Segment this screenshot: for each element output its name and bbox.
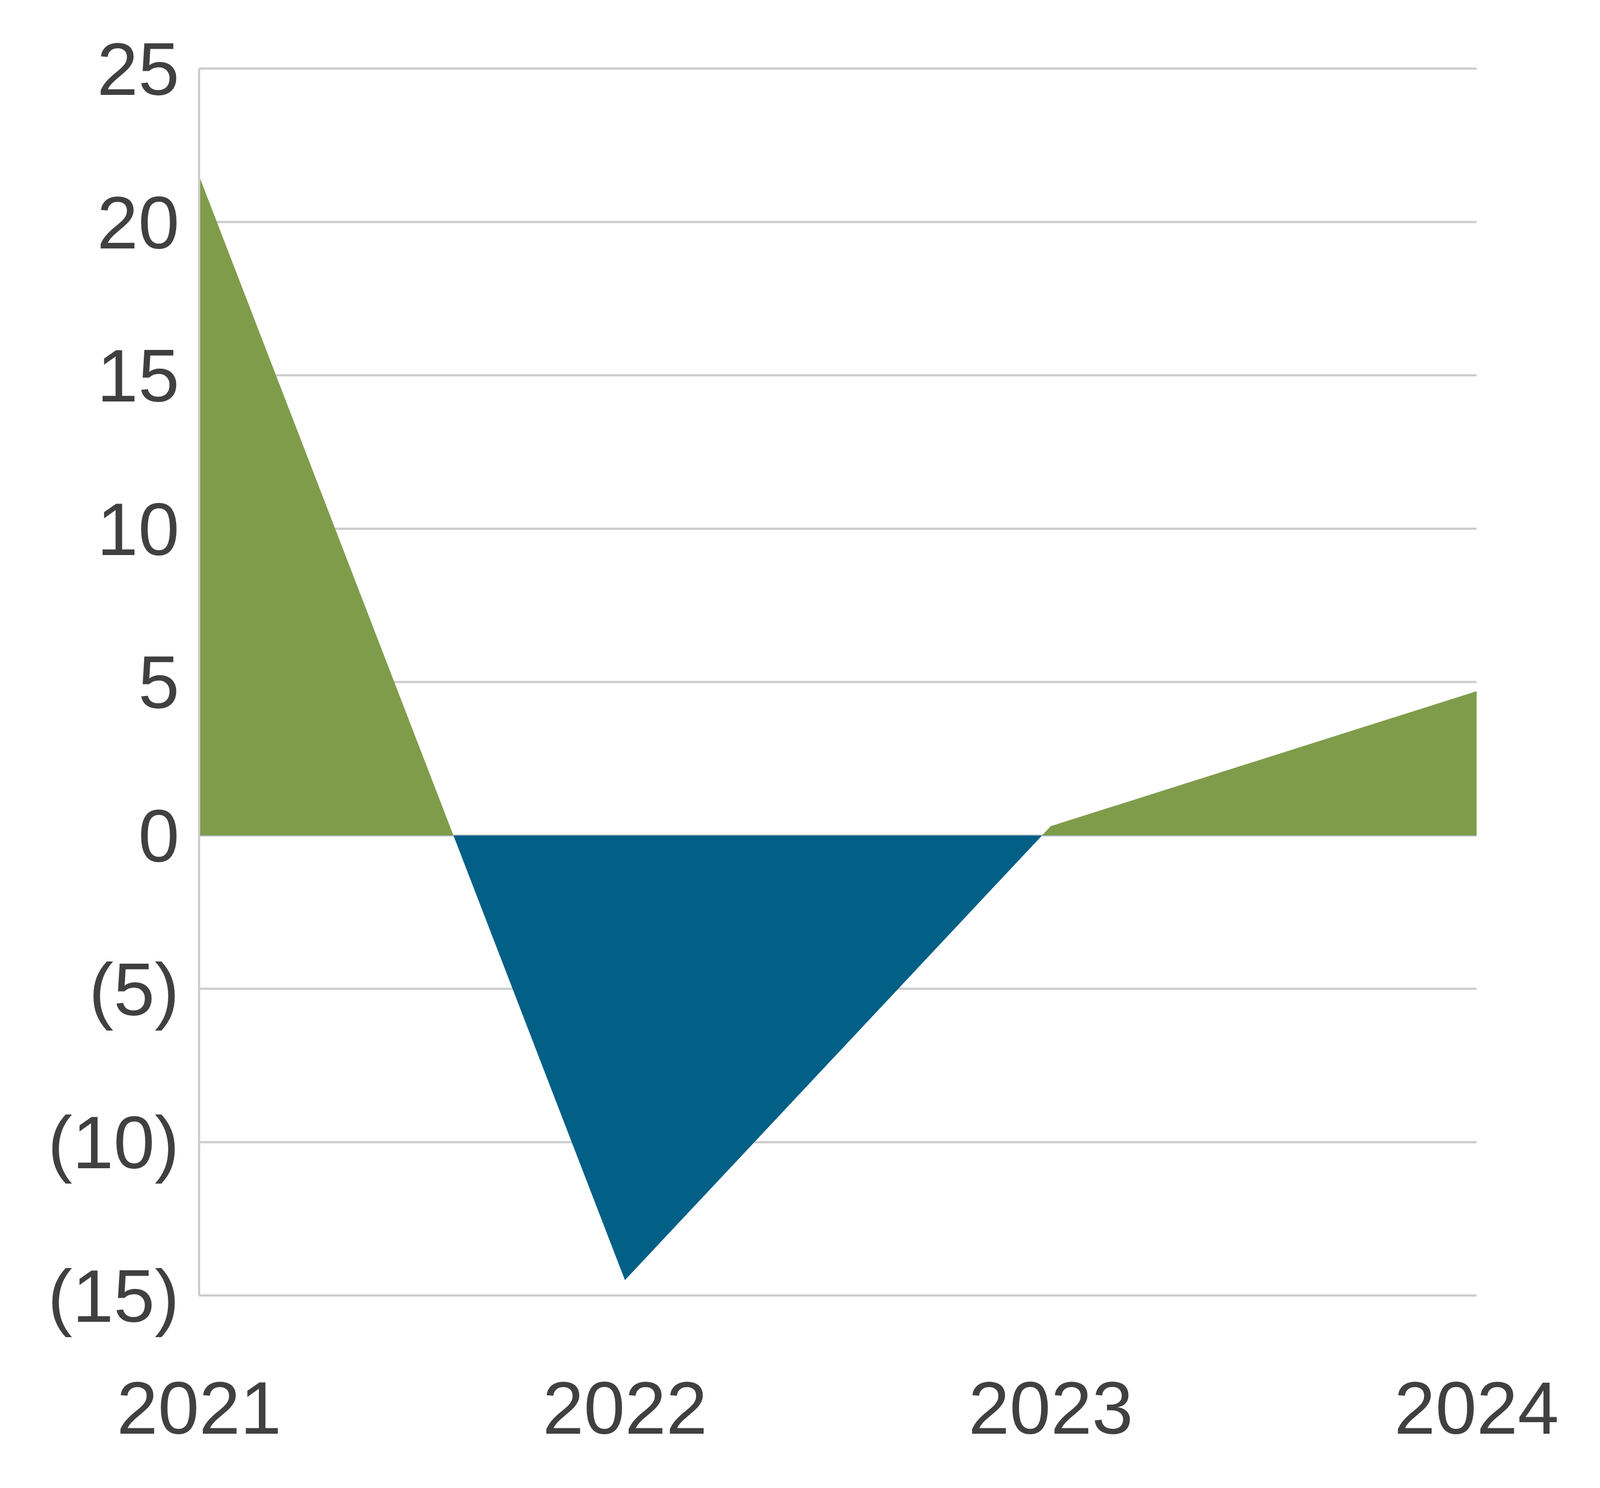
- svg-text:0: 0: [138, 794, 180, 878]
- svg-text:5: 5: [138, 641, 180, 725]
- svg-text:2023: 2023: [968, 1366, 1134, 1450]
- svg-text:2022: 2022: [542, 1366, 708, 1450]
- svg-text:(15): (15): [47, 1254, 180, 1338]
- svg-text:2021: 2021: [116, 1366, 282, 1450]
- svg-text:(10): (10): [47, 1101, 180, 1185]
- svg-text:25: 25: [97, 27, 180, 111]
- svg-text:15: 15: [97, 334, 180, 418]
- svg-text:10: 10: [97, 488, 180, 571]
- svg-text:(5): (5): [88, 948, 180, 1032]
- svg-text:2024: 2024: [1394, 1366, 1559, 1450]
- svg-text:20: 20: [97, 181, 180, 265]
